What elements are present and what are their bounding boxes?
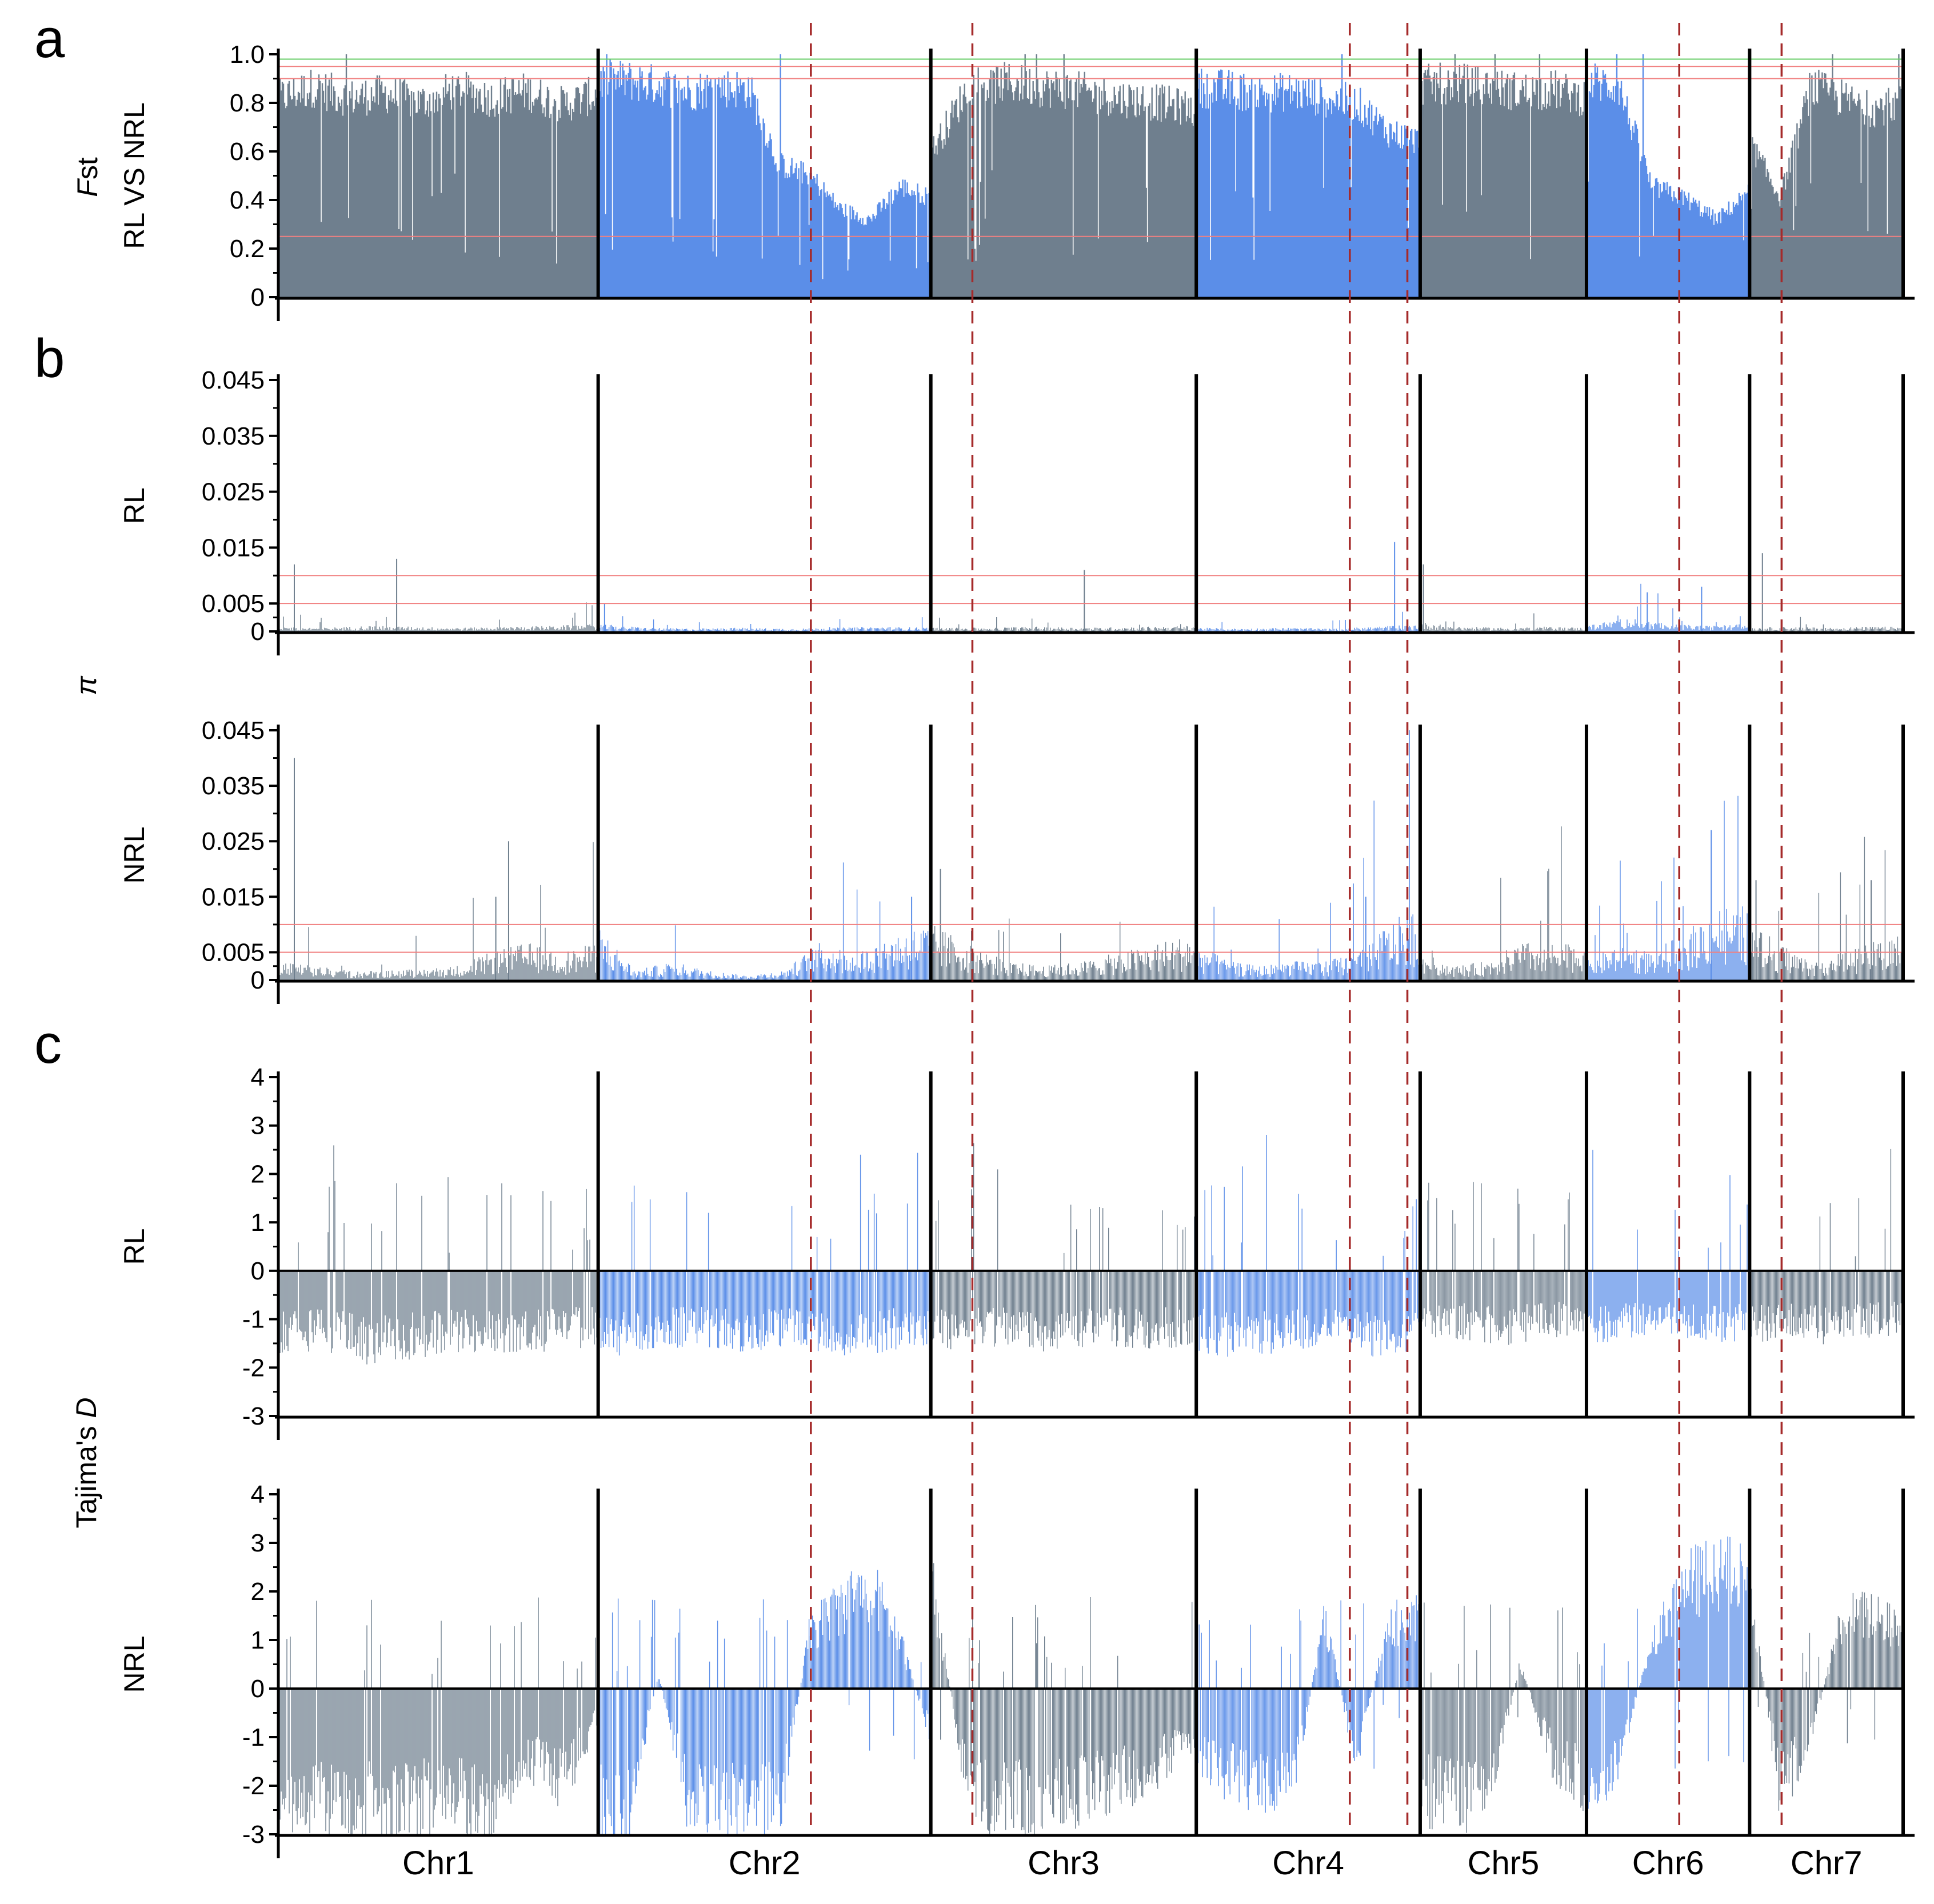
series-taj_nrl-chr6 bbox=[1587, 1536, 1749, 1809]
y-tick-label-pi_rl-0: 0 bbox=[251, 618, 265, 646]
series-taj_nrl-chr2 bbox=[598, 1570, 931, 1834]
group-title-fst-italic: F bbox=[71, 178, 103, 197]
y-axis-label-pi_rl: RL bbox=[118, 487, 150, 524]
series-pi_nrl-chr4 bbox=[1196, 730, 1419, 980]
series-fst-chr6 bbox=[1586, 54, 1749, 297]
y-tick-label-fst-5: 1.0 bbox=[230, 41, 265, 69]
panel-taj_rl bbox=[278, 1135, 1903, 1365]
y-tick-label-taj_nrl-7: 4 bbox=[251, 1481, 265, 1509]
y-tick-label-taj_rl-0: -3 bbox=[242, 1402, 265, 1430]
y-tick-label-taj_nrl-2: -1 bbox=[242, 1723, 265, 1751]
x-tick-label-chr4: Chr4 bbox=[1272, 1845, 1344, 1882]
series-taj_nrl-chr7 bbox=[1749, 1589, 1903, 1811]
y-tick-label-fst-2: 0.4 bbox=[230, 186, 265, 214]
series-pi_rl-chr4 bbox=[1196, 611, 1419, 631]
group-title-fst: Fst bbox=[71, 157, 103, 197]
series-pi_nrl-chr2 bbox=[598, 862, 931, 980]
series-taj_rl-chr1 bbox=[278, 1145, 597, 1365]
series-pi_rl-chr5 bbox=[1420, 613, 1586, 631]
y-tick-label-taj_nrl-5: 2 bbox=[251, 1578, 265, 1606]
group-title-fst-rest: st bbox=[71, 157, 103, 179]
y-tick-label-pi_rl-1: 0.005 bbox=[202, 590, 265, 618]
y-tick-label-pi_nrl-1: 0.005 bbox=[202, 938, 265, 966]
series-fst-chr3 bbox=[930, 54, 1196, 297]
y-tick-label-taj_nrl-1: -2 bbox=[242, 1772, 265, 1800]
y-tick-label-pi_nrl-2: 0.015 bbox=[202, 883, 265, 911]
y-tick-label-fst-1: 0.2 bbox=[230, 235, 265, 263]
series-taj_rl-chr5 bbox=[1420, 1182, 1586, 1345]
y-tick-label-pi_nrl-5: 0.045 bbox=[202, 717, 265, 745]
group-title-tajima-text: Tajima's bbox=[70, 1418, 102, 1529]
series-taj_nrl-chr4 bbox=[1196, 1595, 1419, 1813]
y-tick-label-taj_rl-2: -1 bbox=[242, 1306, 265, 1334]
series-taj_nrl-chr1 bbox=[278, 1597, 597, 1834]
panel-pi_nrl bbox=[278, 730, 1903, 980]
series-taj_rl-chr6 bbox=[1587, 1150, 1749, 1342]
y-tick-label-taj_rl-5: 2 bbox=[251, 1160, 265, 1188]
y-axis-label-taj_nrl: NRL bbox=[118, 1635, 150, 1693]
y-tick-label-pi_nrl-0: 0 bbox=[251, 966, 265, 994]
series-pi_rl-chr7 bbox=[1749, 613, 1903, 631]
y-axis-label-taj_rl: RL bbox=[118, 1229, 150, 1265]
group-title-pi: π bbox=[70, 675, 102, 695]
series-taj_rl-chr2 bbox=[598, 1153, 931, 1356]
x-tick-label-chr1: Chr1 bbox=[402, 1845, 474, 1882]
y-tick-label-taj_nrl-3: 0 bbox=[251, 1675, 265, 1703]
series-pi_nrl-chr5 bbox=[1420, 826, 1586, 980]
series-fst-chr2 bbox=[598, 54, 931, 297]
panel-fst bbox=[278, 54, 1903, 297]
y-tick-label-fst-0: 0 bbox=[251, 283, 265, 311]
y-tick-label-taj_nrl-4: 1 bbox=[251, 1626, 265, 1654]
y-tick-label-taj_nrl-6: 3 bbox=[251, 1529, 265, 1557]
panel-letter-b: b bbox=[34, 328, 65, 389]
series-pi_rl-chr1 bbox=[278, 602, 597, 631]
series-pi_nrl-chr1 bbox=[278, 842, 597, 980]
series-taj_rl-chr7 bbox=[1749, 1149, 1903, 1345]
data-layer bbox=[278, 54, 1903, 1834]
series-fst-chr7 bbox=[1749, 54, 1903, 297]
series-pi_rl-chr3 bbox=[931, 617, 1196, 631]
panel-letter-c: c bbox=[34, 1014, 62, 1075]
y-tick-label-pi_rl-2: 0.015 bbox=[202, 534, 265, 562]
panel-pi_rl bbox=[278, 542, 1903, 631]
y-tick-label-taj_nrl-0: -3 bbox=[242, 1821, 265, 1849]
y-tick-label-fst-3: 0.6 bbox=[230, 138, 265, 166]
text-layer: 00.20.40.60.81.0RL VS NRLa00.0050.0150.0… bbox=[34, 8, 1863, 1882]
y-tick-label-taj_rl-1: -2 bbox=[242, 1354, 265, 1382]
y-tick-label-fst-4: 0.8 bbox=[230, 89, 265, 117]
x-tick-label-chr2: Chr2 bbox=[729, 1845, 801, 1882]
series-taj_rl-chr4 bbox=[1196, 1135, 1419, 1357]
overlay-layer bbox=[269, 23, 1915, 1858]
x-tick-label-chr7: Chr7 bbox=[1791, 1845, 1863, 1882]
series-pi_nrl-chr3 bbox=[931, 918, 1196, 980]
series-taj_nrl-chr5 bbox=[1420, 1602, 1586, 1833]
group-title-tajima-italic: D bbox=[70, 1397, 102, 1418]
y-tick-label-taj_rl-6: 3 bbox=[251, 1112, 265, 1140]
x-tick-label-chr5: Chr5 bbox=[1468, 1845, 1540, 1882]
y-tick-label-pi_rl-4: 0.035 bbox=[202, 422, 265, 450]
y-axis-label-pi_nrl: NRL bbox=[118, 826, 150, 883]
y-tick-label-pi_nrl-4: 0.035 bbox=[202, 772, 265, 800]
y-tick-label-taj_rl-7: 4 bbox=[251, 1063, 265, 1091]
panel-taj_nrl bbox=[278, 1536, 1903, 1834]
y-tick-label-pi_rl-5: 0.045 bbox=[202, 366, 265, 394]
y-tick-label-taj_rl-3: 0 bbox=[251, 1257, 265, 1285]
x-tick-label-chr6: Chr6 bbox=[1632, 1845, 1704, 1882]
series-taj_rl-chr3 bbox=[931, 1143, 1196, 1351]
series-pi_nrl-chr7 bbox=[1749, 837, 1903, 980]
series-pi_rl-chr6 bbox=[1587, 583, 1749, 631]
y-tick-label-pi_nrl-3: 0.025 bbox=[202, 827, 265, 855]
group-title-tajima: Tajima's D bbox=[70, 1397, 102, 1528]
y-tick-label-pi_rl-3: 0.025 bbox=[202, 478, 265, 506]
series-taj_nrl-chr3 bbox=[931, 1563, 1196, 1834]
x-tick-label-chr3: Chr3 bbox=[1028, 1845, 1100, 1882]
series-fst-chr4 bbox=[1196, 54, 1420, 297]
y-tick-label-taj_rl-4: 1 bbox=[251, 1209, 265, 1237]
series-fst-chr1 bbox=[278, 54, 598, 297]
series-pi_rl-chr2 bbox=[598, 616, 931, 631]
series-fst-chr5 bbox=[1420, 54, 1587, 297]
y-axis-label-fst: RL VS NRL bbox=[118, 102, 150, 249]
panel-letter-a: a bbox=[34, 8, 65, 69]
